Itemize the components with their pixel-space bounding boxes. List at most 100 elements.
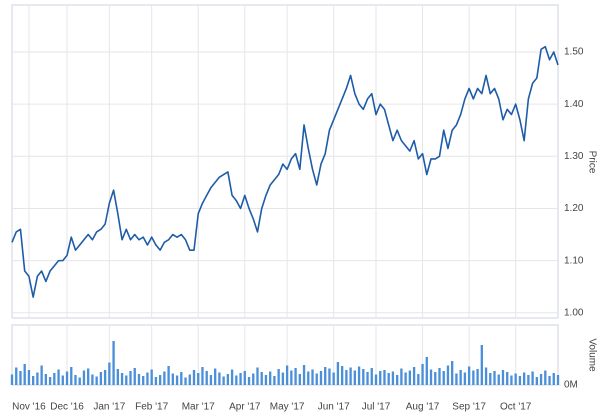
volume-bar (167, 366, 170, 385)
x-tick-label: Sep '17 (452, 402, 486, 413)
y-tick-label: 1.10 (564, 255, 584, 266)
volume-bar (467, 366, 471, 385)
volume-bar (340, 366, 344, 385)
volume-bar (319, 371, 323, 385)
volume-bar (171, 373, 175, 385)
x-tick-label: Mar '17 (182, 402, 215, 413)
volume-bar (201, 367, 204, 385)
volume-bar (417, 374, 420, 385)
volume-bar (302, 365, 306, 385)
volume-bar (44, 374, 48, 385)
volume-bar (408, 370, 412, 385)
panel-frame (11, 4, 559, 319)
volume-bar (218, 372, 221, 385)
volume-bar (269, 371, 272, 385)
volume-bar (374, 374, 378, 385)
volume-bar (484, 367, 488, 385)
y-tick-label: 1.20 (564, 203, 584, 214)
volume-axis-title: Volume (586, 338, 597, 372)
volume-bar (281, 372, 285, 385)
volume-bar (383, 370, 386, 385)
volume-bar (298, 374, 301, 385)
volume-bar (349, 367, 352, 385)
volume-bar (260, 372, 263, 385)
volume-bar (209, 375, 213, 385)
panel-frame (11, 324, 559, 386)
x-tick-label: Jul '17 (362, 402, 391, 413)
x-tick-label: Dec '16 (50, 402, 84, 413)
x-tick-label: Nov '16 (12, 402, 46, 413)
volume-bar (497, 374, 500, 385)
volume-bar (489, 373, 492, 385)
volume-bar (518, 376, 522, 385)
volume-bar (412, 367, 416, 385)
volume-bar (205, 371, 208, 385)
volume-bar (99, 372, 103, 385)
y-tick-label: 1.50 (564, 47, 584, 58)
x-tick-label: Apr '17 (229, 402, 261, 413)
volume-bar (243, 371, 246, 385)
x-tick-label: Jun '17 (318, 402, 350, 413)
volume-bar (19, 371, 22, 385)
volume-bar (514, 373, 517, 385)
volume-bar (120, 373, 124, 385)
volume-bar (522, 372, 526, 385)
volume-bar (438, 368, 441, 385)
volume-bar (103, 370, 107, 385)
volume-bar (40, 365, 43, 385)
volume-bar (61, 375, 64, 385)
volume-bar (125, 375, 128, 385)
volume-bar (357, 366, 361, 385)
volume-bar (493, 371, 496, 385)
volume-bar (476, 369, 479, 385)
volume-bar (548, 376, 551, 385)
volume-bar (226, 374, 230, 385)
y-tick-label: 1.00 (564, 307, 584, 318)
volume-bar (264, 375, 268, 385)
volume-bar (332, 372, 335, 385)
x-tick-label: Feb '17 (135, 402, 168, 413)
volume-bar (510, 375, 513, 385)
volume-bar (36, 372, 39, 385)
volume-bar (285, 365, 289, 385)
volume-bar (158, 375, 162, 385)
volume-bar (65, 371, 69, 385)
volume-bar (421, 364, 424, 385)
price-line (11, 45, 559, 298)
volume-bar (556, 375, 560, 385)
volume-bar (230, 369, 234, 385)
volume-bar (501, 370, 505, 385)
volume-bar (446, 365, 450, 385)
volume-bar (23, 364, 26, 385)
volume-bar (336, 362, 340, 385)
volume-bar (247, 377, 251, 385)
volume-bar (506, 372, 509, 385)
volume-bar (391, 371, 395, 385)
volume-bar (434, 372, 437, 385)
volume-bar (154, 377, 158, 385)
volume-bar (387, 373, 390, 385)
volume-bar (535, 377, 539, 385)
volume-bar (48, 377, 52, 385)
x-tick-label: Oct '17 (500, 402, 532, 413)
volume-bar (290, 370, 293, 385)
volume-bar (324, 367, 327, 385)
volume-bar (108, 362, 111, 385)
volume-bar (235, 375, 238, 385)
x-tick-label: Aug '17 (406, 402, 440, 413)
volume-bar (15, 367, 18, 385)
volume-bar (451, 361, 454, 385)
volume-bar (222, 376, 225, 385)
volume-bar (328, 368, 331, 385)
volume-bar (273, 376, 276, 385)
volume-bar (133, 368, 136, 385)
y-tick-label: 0M (564, 380, 578, 391)
y-tick-label: 1.30 (564, 151, 584, 162)
volume-bar (552, 373, 555, 385)
volume-bar (463, 372, 467, 385)
volume-bar (307, 371, 310, 385)
volume-bar (129, 371, 132, 385)
volume-bar (527, 375, 530, 385)
x-tick-label: Jan '17 (93, 402, 125, 413)
volume-bar (137, 374, 141, 385)
